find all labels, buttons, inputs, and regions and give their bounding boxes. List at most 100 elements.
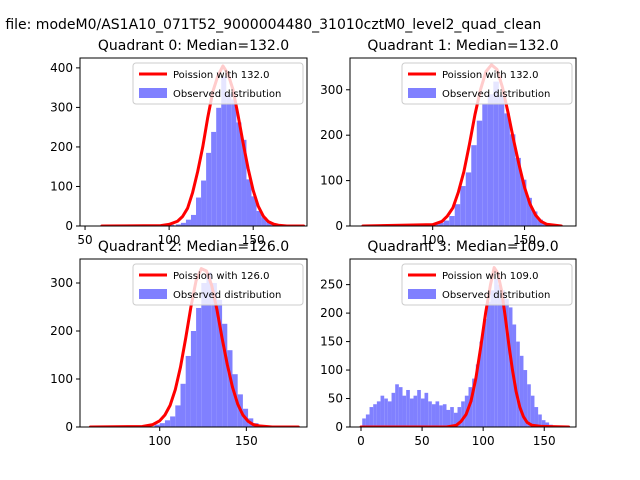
observed-bar: [387, 401, 392, 427]
y-tick-label: 250: [320, 278, 343, 292]
y-tick-label: 100: [50, 179, 73, 193]
observed-bar: [515, 157, 521, 226]
observed-bar: [266, 222, 272, 226]
observed-bar: [216, 299, 223, 427]
y-tick-label: 400: [50, 61, 73, 75]
legend-box: [132, 62, 304, 105]
observed-bar: [424, 392, 429, 427]
x-tick-label: 150: [242, 233, 265, 247]
observed-bar: [530, 395, 535, 427]
observed-bar: [472, 378, 476, 427]
observed-bar: [369, 407, 374, 427]
axes-frame: [349, 57, 577, 227]
observed-bar: [185, 219, 191, 226]
observed-bar: [406, 389, 410, 427]
observed-bar: [409, 398, 414, 427]
observed-bar: [527, 384, 531, 427]
observed-bar: [395, 384, 399, 427]
observed-bar: [413, 395, 418, 427]
legend-observed-label: Observed distribution: [173, 89, 281, 100]
observed-bar: [159, 423, 165, 427]
x-tick-label: 100: [148, 434, 171, 448]
x-tick-label: 100: [421, 233, 444, 247]
legend: Poission with 126.0 Observed distribution: [132, 263, 304, 306]
axes-frame: [349, 258, 577, 428]
legend-observed-swatch: [408, 88, 436, 98]
observed-bar: [206, 152, 212, 226]
legend: Poission with 109.0 Observed distribution: [401, 263, 573, 306]
plot-area: [88, 267, 300, 427]
observed-bar: [206, 272, 212, 427]
legend-poisson-label: Poission with 132.0: [173, 70, 269, 81]
observed-bar: [216, 107, 222, 226]
suptitle: n file: modeM0/AS1A10_071T52_9000004480_…: [0, 17, 541, 33]
observed-bar: [190, 331, 197, 427]
observed-bar: [154, 424, 160, 427]
observed-bar: [482, 104, 488, 226]
observed-bar: [479, 341, 484, 427]
observed-bar: [222, 323, 228, 427]
observed-bar: [190, 214, 197, 226]
observed-bar: [221, 76, 227, 226]
observed-bar: [251, 196, 257, 226]
quadrant-2-title: Quadrant 2: Median=126.0: [98, 239, 289, 255]
legend-poisson-label: Poission with 132.0: [442, 70, 538, 81]
observed-bar: [398, 387, 403, 427]
y-tick-label: 0: [335, 219, 343, 233]
legend-observed-label: Observed distribution: [442, 290, 550, 301]
observed-bar: [520, 179, 527, 226]
observed-bar: [505, 298, 509, 427]
x-tick-label: 50: [77, 233, 92, 247]
observed-bar: [516, 341, 520, 427]
observed-bar: [246, 179, 252, 226]
observed-bar: [465, 172, 472, 226]
observed-bar: [241, 139, 247, 226]
observed-bar: [545, 422, 550, 427]
legend-poisson-label: Poission with 109.0: [442, 271, 538, 282]
observed-bar: [227, 350, 233, 427]
observed-bar: [365, 414, 370, 427]
quadrant-1-panel: 100 150 0 100 200 300 Quadrant 1: Median=132.0…: [320, 38, 577, 247]
observed-bar: [185, 355, 191, 427]
quadrant-panels: 50 100 150 0 100 200 300 400 Quadrant 0: Median=…: [50, 38, 577, 448]
observed-bar: [180, 222, 186, 226]
y-tick-label: 100: [50, 372, 73, 386]
observed-bar: [391, 392, 396, 427]
y-tick-label: 300: [320, 83, 343, 97]
quadrant-3-title: Quadrant 3: Median=109.0: [367, 239, 558, 255]
legend-observed-swatch: [139, 289, 167, 299]
observed-bar: [170, 416, 176, 427]
observed-bar: [490, 290, 495, 427]
y-tick-label: 0: [335, 420, 343, 434]
observed-bar: [362, 418, 366, 427]
observed-bar: [201, 180, 207, 226]
x-tick-label: 50: [414, 434, 429, 448]
x-tick-label: 150: [235, 434, 258, 448]
observed-bar: [211, 283, 217, 427]
observed-bar: [211, 131, 217, 226]
observed-bar: [504, 113, 510, 226]
observed-bar: [450, 407, 454, 427]
y-tick-label: 200: [50, 140, 73, 154]
legend-observed-swatch: [139, 88, 167, 98]
legend-poisson-label: Poission with 126.0: [173, 271, 269, 282]
y-tick-label: 300: [50, 276, 73, 290]
legend-box: [132, 263, 304, 306]
observed-bar: [509, 134, 516, 226]
y-tick-label: 100: [320, 174, 343, 188]
observed-bar: [541, 420, 546, 427]
y-tick-label: 150: [320, 335, 343, 349]
observed-bar: [420, 398, 425, 427]
observed-bar: [483, 318, 487, 427]
observed-bar: [438, 222, 444, 226]
observed-bar: [442, 404, 447, 427]
observed-bar: [501, 290, 506, 427]
observed-bar: [201, 283, 207, 427]
observed-bar: [460, 186, 466, 226]
observed-bar: [169, 224, 175, 226]
observed-bar: [519, 355, 524, 427]
observed-bar: [471, 145, 477, 226]
observed-bar: [453, 412, 458, 427]
observed-bar: [402, 395, 407, 427]
observed-bar: [380, 395, 385, 427]
